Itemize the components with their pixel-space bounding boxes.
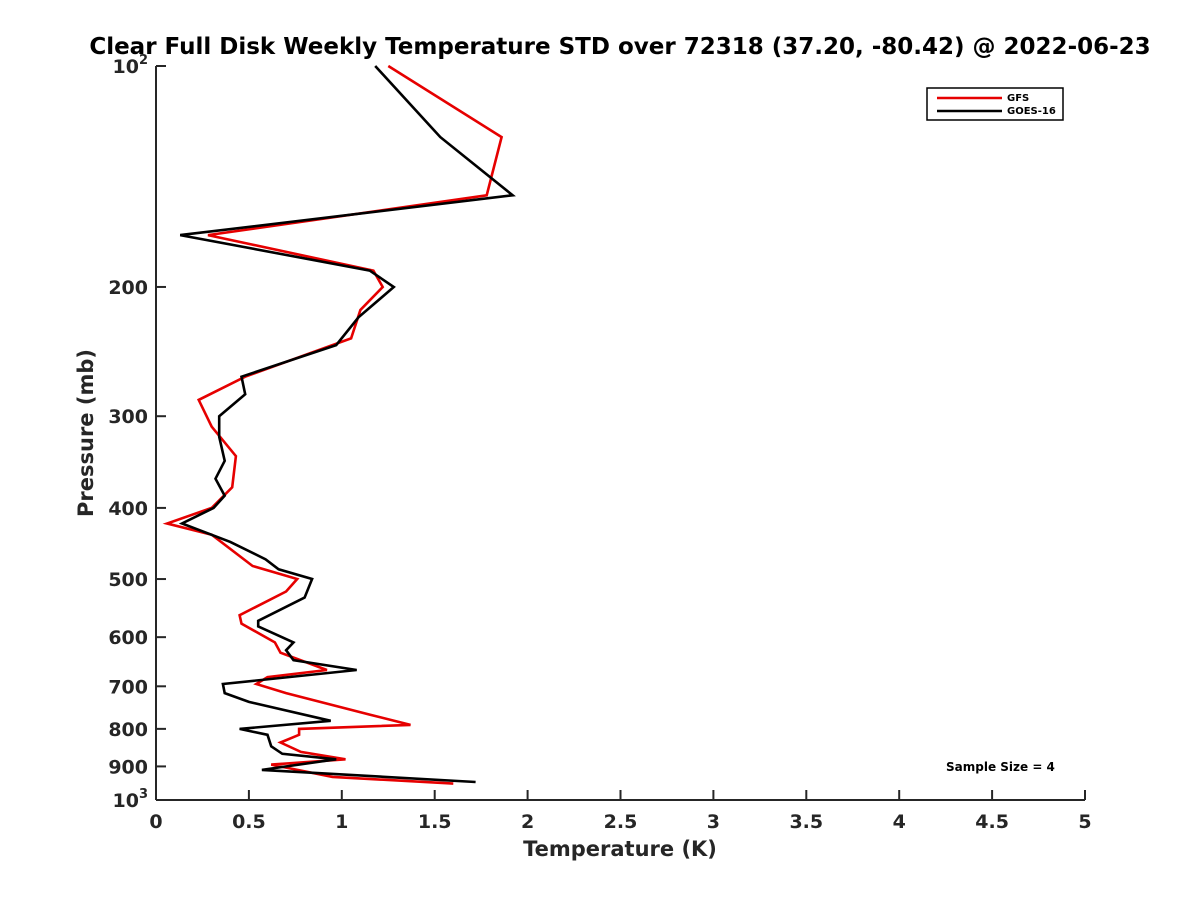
x-tick-label: 4.5 xyxy=(975,811,1009,833)
plot-lines xyxy=(162,64,516,785)
x-tick-label: 0 xyxy=(149,811,162,833)
y-axis-ticks: 102 200 300 400 500 600 700 800 900 103 xyxy=(108,53,166,812)
y-tick-label: 500 xyxy=(108,569,148,591)
x-tick-label: 4 xyxy=(893,811,906,833)
series-line-gfs xyxy=(162,64,504,785)
x-tick-label: 3 xyxy=(707,811,720,833)
y-tick-label: 102 xyxy=(113,53,149,78)
series-line-goes16 xyxy=(178,65,516,784)
x-tick-label: 2.5 xyxy=(604,811,638,833)
x-tick-label: 2 xyxy=(521,811,534,833)
y-axis-label: Pressure (mb) xyxy=(74,349,98,517)
legend-label-gfs: GFS xyxy=(1007,93,1029,104)
y-tick-label: 600 xyxy=(108,627,148,649)
legend: GFS GOES-16 xyxy=(926,87,1064,121)
y-tick-label: 700 xyxy=(108,676,148,698)
sample-size-annotation: Sample Size = 4 xyxy=(946,760,1055,774)
axes xyxy=(155,66,1085,801)
y-tick-label: 300 xyxy=(108,406,148,428)
y-tick-label: 103 xyxy=(113,787,149,812)
y-tick-label: 400 xyxy=(108,498,148,520)
x-tick-label: 1 xyxy=(335,811,348,833)
legend-box xyxy=(926,87,1064,121)
x-axis-label: Temperature (K) xyxy=(523,837,717,861)
x-tick-label: 0.5 xyxy=(232,811,266,833)
x-tick-label: 3.5 xyxy=(789,811,823,833)
y-tick-label: 900 xyxy=(108,756,148,778)
x-tick-label: 5 xyxy=(1078,811,1091,833)
x-tick-label: 1.5 xyxy=(418,811,452,833)
x-axis-ticks: 0 0.5 1 1.5 2 2.5 3 3.5 4 4.5 5 xyxy=(149,790,1092,833)
y-tick-label: 800 xyxy=(108,719,148,741)
chart-title: Clear Full Disk Weekly Temperature STD o… xyxy=(89,34,1150,60)
y-tick-label: 200 xyxy=(108,277,148,299)
legend-label-goes16: GOES-16 xyxy=(1007,106,1056,117)
